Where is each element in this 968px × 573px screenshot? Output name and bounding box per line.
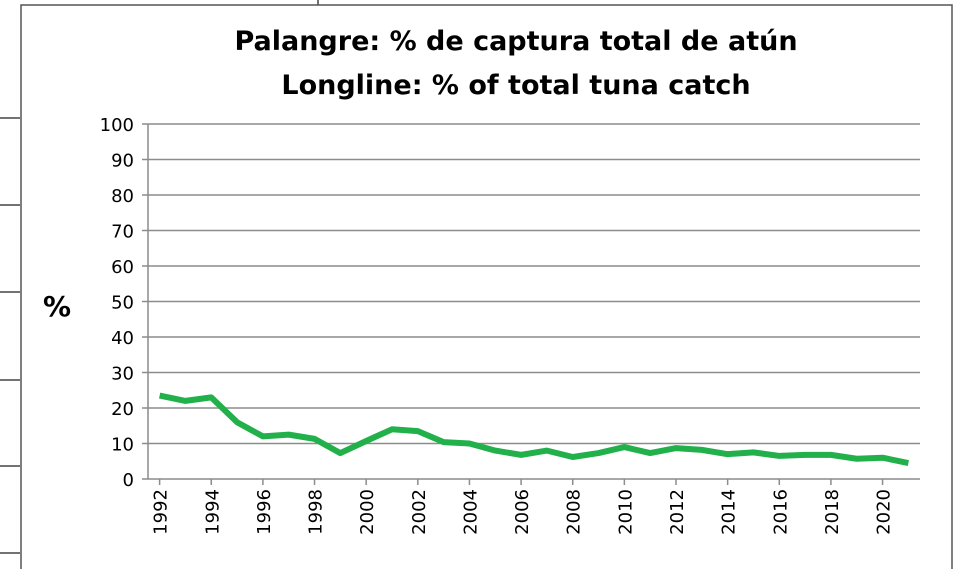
x-tick-label: 2016 <box>770 489 791 535</box>
y-tick-label: 30 <box>111 364 134 385</box>
y-tick-label: 20 <box>111 399 134 420</box>
y-tick-label: 90 <box>111 151 134 172</box>
x-tick-label: 2004 <box>460 489 481 535</box>
x-tick-label: 2006 <box>512 489 533 535</box>
x-tick-label: 1992 <box>151 489 172 535</box>
y-axis-label: % <box>43 290 71 323</box>
y-tick-label: 40 <box>111 328 134 349</box>
chart-title: Longline: % of total tuna catch <box>281 70 750 101</box>
x-tick-label: 2002 <box>409 489 430 535</box>
x-tick-label: 2012 <box>667 489 688 535</box>
x-tick-label: 1998 <box>306 489 327 535</box>
chart-title: Palangre: % de captura total de atún <box>234 26 797 57</box>
data-line <box>159 392 909 466</box>
sheet-decoration <box>0 0 319 554</box>
y-tick-label: 70 <box>111 222 134 243</box>
x-tick-label: 1996 <box>254 489 275 535</box>
y-tick-label: 60 <box>111 257 134 278</box>
x-tick-label: 2008 <box>564 489 585 535</box>
x-tick-label: 2014 <box>719 489 740 535</box>
x-tick-label: 2010 <box>615 489 636 535</box>
y-tick-label: 100 <box>100 115 134 136</box>
x-tick-label: 2000 <box>357 489 378 535</box>
y-tick-label: 50 <box>111 293 134 314</box>
y-tick-label: 80 <box>111 186 134 207</box>
x-tick-label: 1994 <box>202 489 223 535</box>
y-tick-label: 0 <box>123 470 134 491</box>
x-tick-label: 2020 <box>874 489 895 535</box>
y-tick-label: 10 <box>111 435 134 456</box>
x-tick-label: 2018 <box>822 489 843 535</box>
